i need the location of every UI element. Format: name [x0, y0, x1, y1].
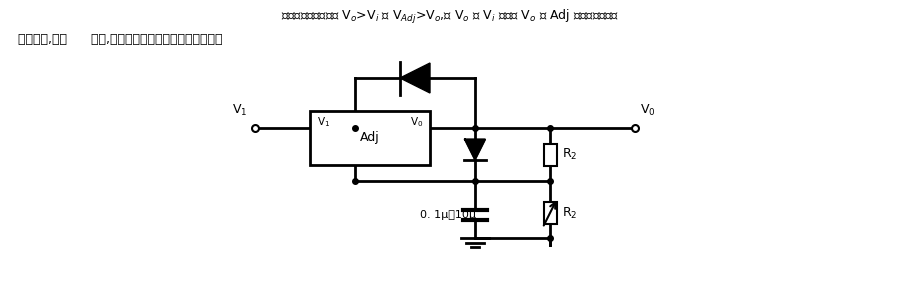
- Text: 护二极管,如图      所示,以防止内部电路反偏而损坏器件。: 护二极管,如图 所示,以防止内部电路反偏而损坏器件。: [18, 33, 222, 46]
- Text: R$_2$: R$_2$: [562, 147, 578, 162]
- Text: Adj: Adj: [360, 132, 380, 145]
- Text: 0. 1μ～10μ: 0. 1μ～10μ: [420, 210, 476, 220]
- Text: V$_0$: V$_0$: [640, 103, 656, 118]
- Polygon shape: [465, 140, 485, 160]
- Text: V$_1$: V$_1$: [317, 115, 330, 129]
- Bar: [310, 111, 430, 165]
- Text: V$_1$: V$_1$: [231, 103, 247, 118]
- Text: R$_2$: R$_2$: [562, 205, 578, 220]
- Bar: [544, 202, 556, 224]
- Polygon shape: [400, 63, 430, 93]
- Text: 为了防止意外情况下 V$_o$>V$_i$ 或 V$_{Adj}$>V$_o$,在 V$_o$ 与 V$_i$ 之间及 V$_o$ 与 Adj 之间各加一个保: 为了防止意外情况下 V$_o$>V$_i$ 或 V$_{Adj}$>V$_o$,…: [281, 8, 619, 26]
- Text: V$_0$: V$_0$: [410, 115, 423, 129]
- Bar: [544, 143, 556, 166]
